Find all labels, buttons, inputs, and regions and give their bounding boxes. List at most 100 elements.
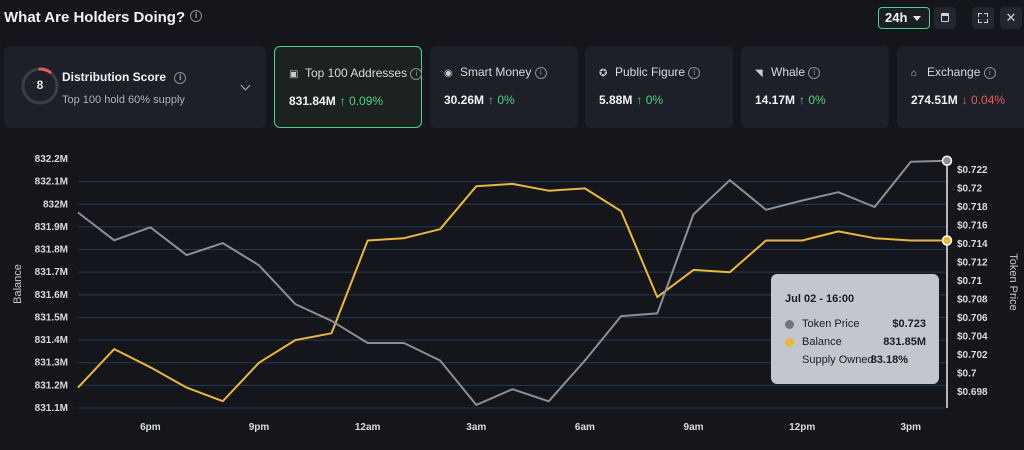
- y-tick-label: 831.2M: [35, 380, 68, 391]
- info-icon[interactable]: i: [808, 66, 821, 79]
- card-value-text: 831.84M: [289, 94, 336, 108]
- y-tick-label: 832.1M: [35, 177, 68, 188]
- card-change: ↓ 0.04%: [961, 93, 1006, 107]
- card-top-100-addresses[interactable]: ▣ Top 100 Addresses i 831.84M ↑ 0.09%: [274, 46, 423, 128]
- card-smart-money[interactable]: ◉ Smart Money i 30.26M ↑ 0%: [430, 46, 578, 128]
- card-label: ◥ Whale i: [755, 65, 821, 79]
- y2-tick-label: $0.698: [957, 387, 988, 398]
- distribution-score-title-text: Distribution Score: [62, 70, 167, 84]
- tooltip-price-value: $0.723: [892, 318, 926, 330]
- expand-button[interactable]: [972, 7, 994, 29]
- card-value-text: 14.17M: [755, 93, 796, 107]
- y2-tick-label: $0.718: [957, 202, 988, 213]
- card-label-text: Top 100 Addresses: [305, 66, 408, 80]
- distribution-score-card[interactable]: 8 Distribution Score i Top 100 hold 60% …: [4, 46, 266, 128]
- distribution-score-title: Distribution Score i: [62, 70, 187, 84]
- caret-down-icon: [913, 16, 921, 21]
- x-tick-label: 3pm: [901, 422, 922, 433]
- page-title: What Are Holders Doing? i: [4, 9, 203, 26]
- info-icon[interactable]: i: [688, 66, 701, 79]
- card-change: ↑ 0.09%: [339, 94, 384, 108]
- x-axis-ticks: 6pm 9pm 12am 3am 6am 9am 12pm 3pm: [140, 422, 921, 433]
- calendar-icon: [941, 13, 949, 22]
- public-figure-icon: ✪: [599, 68, 608, 79]
- price-hover-dot: [941, 155, 953, 166]
- y2-tick-label: $0.72: [957, 184, 982, 195]
- x-tick-label: 3am: [466, 422, 486, 433]
- card-label: ✪ Public Figure i: [599, 65, 701, 79]
- info-icon[interactable]: i: [410, 67, 423, 80]
- chart-series: [77, 159, 948, 406]
- y-tick-label: 831.6M: [35, 290, 68, 301]
- balance-line: [77, 182, 947, 403]
- y2-tick-label: $0.722: [957, 165, 988, 176]
- info-icon[interactable]: i: [190, 10, 203, 23]
- chart-tooltip: Jul 02 - 16:00 Token Price $0.723 Balanc…: [771, 274, 939, 384]
- x-tick-label: 9pm: [249, 422, 270, 433]
- y2-tick-label: $0.708: [957, 295, 988, 306]
- x-tick-label: 9am: [684, 422, 704, 433]
- tooltip-row-supply: Supply Owned 83.18%: [785, 354, 930, 368]
- close-button[interactable]: ✕: [1000, 7, 1022, 29]
- card-label: ◉ Smart Money i: [444, 65, 547, 79]
- close-icon: ✕: [1005, 10, 1017, 25]
- page-title-text: What Are Holders Doing?: [4, 9, 186, 26]
- y2-tick-label: $0.71: [957, 276, 982, 287]
- card-value: 5.88M ↑ 0%: [599, 93, 663, 107]
- y2-tick-label: $0.712: [957, 258, 988, 269]
- y-tick-label: 832M: [43, 199, 68, 210]
- info-icon[interactable]: i: [174, 71, 187, 84]
- chevron-down-icon[interactable]: [240, 80, 251, 91]
- y-tick-label: 831.8M: [35, 245, 68, 256]
- distribution-score-subtitle: Top 100 hold 60% supply: [62, 94, 185, 106]
- tooltip-title: Jul 02 - 16:00: [785, 293, 855, 305]
- y2-axis-ticks: $0.722 $0.72 $0.718 $0.716 $0.714 $0.712 $0.71…: [957, 165, 988, 398]
- balance-legend-dot: [785, 338, 794, 347]
- info-icon[interactable]: i: [534, 66, 547, 79]
- tooltip-balance-label: Balance: [802, 336, 842, 348]
- y-tick-label: 831.3M: [35, 358, 68, 369]
- tooltip-price-label: Token Price: [802, 318, 860, 330]
- tooltip-supply-value: 83.18%: [870, 354, 908, 366]
- card-label: ▣ Top 100 Addresses i: [289, 66, 423, 80]
- y-tick-label: 831.9M: [35, 222, 68, 233]
- distribution-score-ring: [21, 67, 59, 105]
- card-value: 274.51M ↓ 0.04%: [911, 93, 1005, 107]
- calendar-button[interactable]: [934, 7, 956, 29]
- card-value-text: 5.88M: [599, 93, 633, 107]
- y-tick-label: 831.4M: [35, 335, 68, 346]
- tooltip-row-price: Token Price $0.723: [785, 318, 930, 332]
- expand-icon: [978, 13, 988, 23]
- timeframe-select[interactable]: 24h: [878, 7, 930, 29]
- card-label-text: Exchange: [927, 65, 981, 79]
- balance-hover-dot: [941, 235, 953, 246]
- y2-tick-label: $0.7: [957, 369, 977, 380]
- x-tick-label: 6pm: [140, 422, 161, 433]
- x-tick-label: 12pm: [789, 422, 815, 433]
- tooltip-balance-value: 831.85M: [883, 336, 926, 348]
- y2-tick-label: $0.704: [957, 332, 988, 343]
- card-value: 831.84M ↑ 0.09%: [289, 94, 383, 108]
- card-change: ↑ 0%: [799, 93, 826, 107]
- card-public-figure[interactable]: ✪ Public Figure i 5.88M ↑ 0%: [585, 46, 733, 128]
- y2-tick-label: $0.706: [957, 313, 988, 324]
- info-icon[interactable]: i: [983, 66, 996, 79]
- card-change: ↑ 0%: [636, 93, 664, 107]
- timeframe-value: 24h: [885, 10, 908, 25]
- whale-icon: ◥: [755, 68, 763, 79]
- x-tick-label: 12am: [355, 422, 381, 433]
- wallet-icon: ▣: [289, 69, 299, 80]
- card-label: ⌂ Exchange i: [911, 65, 996, 79]
- price-legend-dot: [785, 320, 794, 329]
- card-label-text: Whale: [771, 65, 806, 79]
- tooltip-row-balance: Balance 831.85M: [785, 336, 930, 350]
- header: What Are Holders Doing? i 24h ✕: [0, 0, 1024, 38]
- distribution-score-value: 8: [36, 78, 44, 92]
- y-tick-label: 832.2M: [35, 154, 68, 165]
- card-value-text: 30.26M: [444, 93, 485, 107]
- card-exchange[interactable]: ⌂ Exchange i 274.51M ↓ 0.04%: [897, 46, 1024, 128]
- token-price-line: [77, 159, 948, 406]
- card-whale[interactable]: ◥ Whale i 14.17M ↑ 0%: [741, 46, 889, 128]
- exchange-icon: ⌂: [911, 68, 918, 79]
- x-tick-label: 6am: [575, 422, 595, 433]
